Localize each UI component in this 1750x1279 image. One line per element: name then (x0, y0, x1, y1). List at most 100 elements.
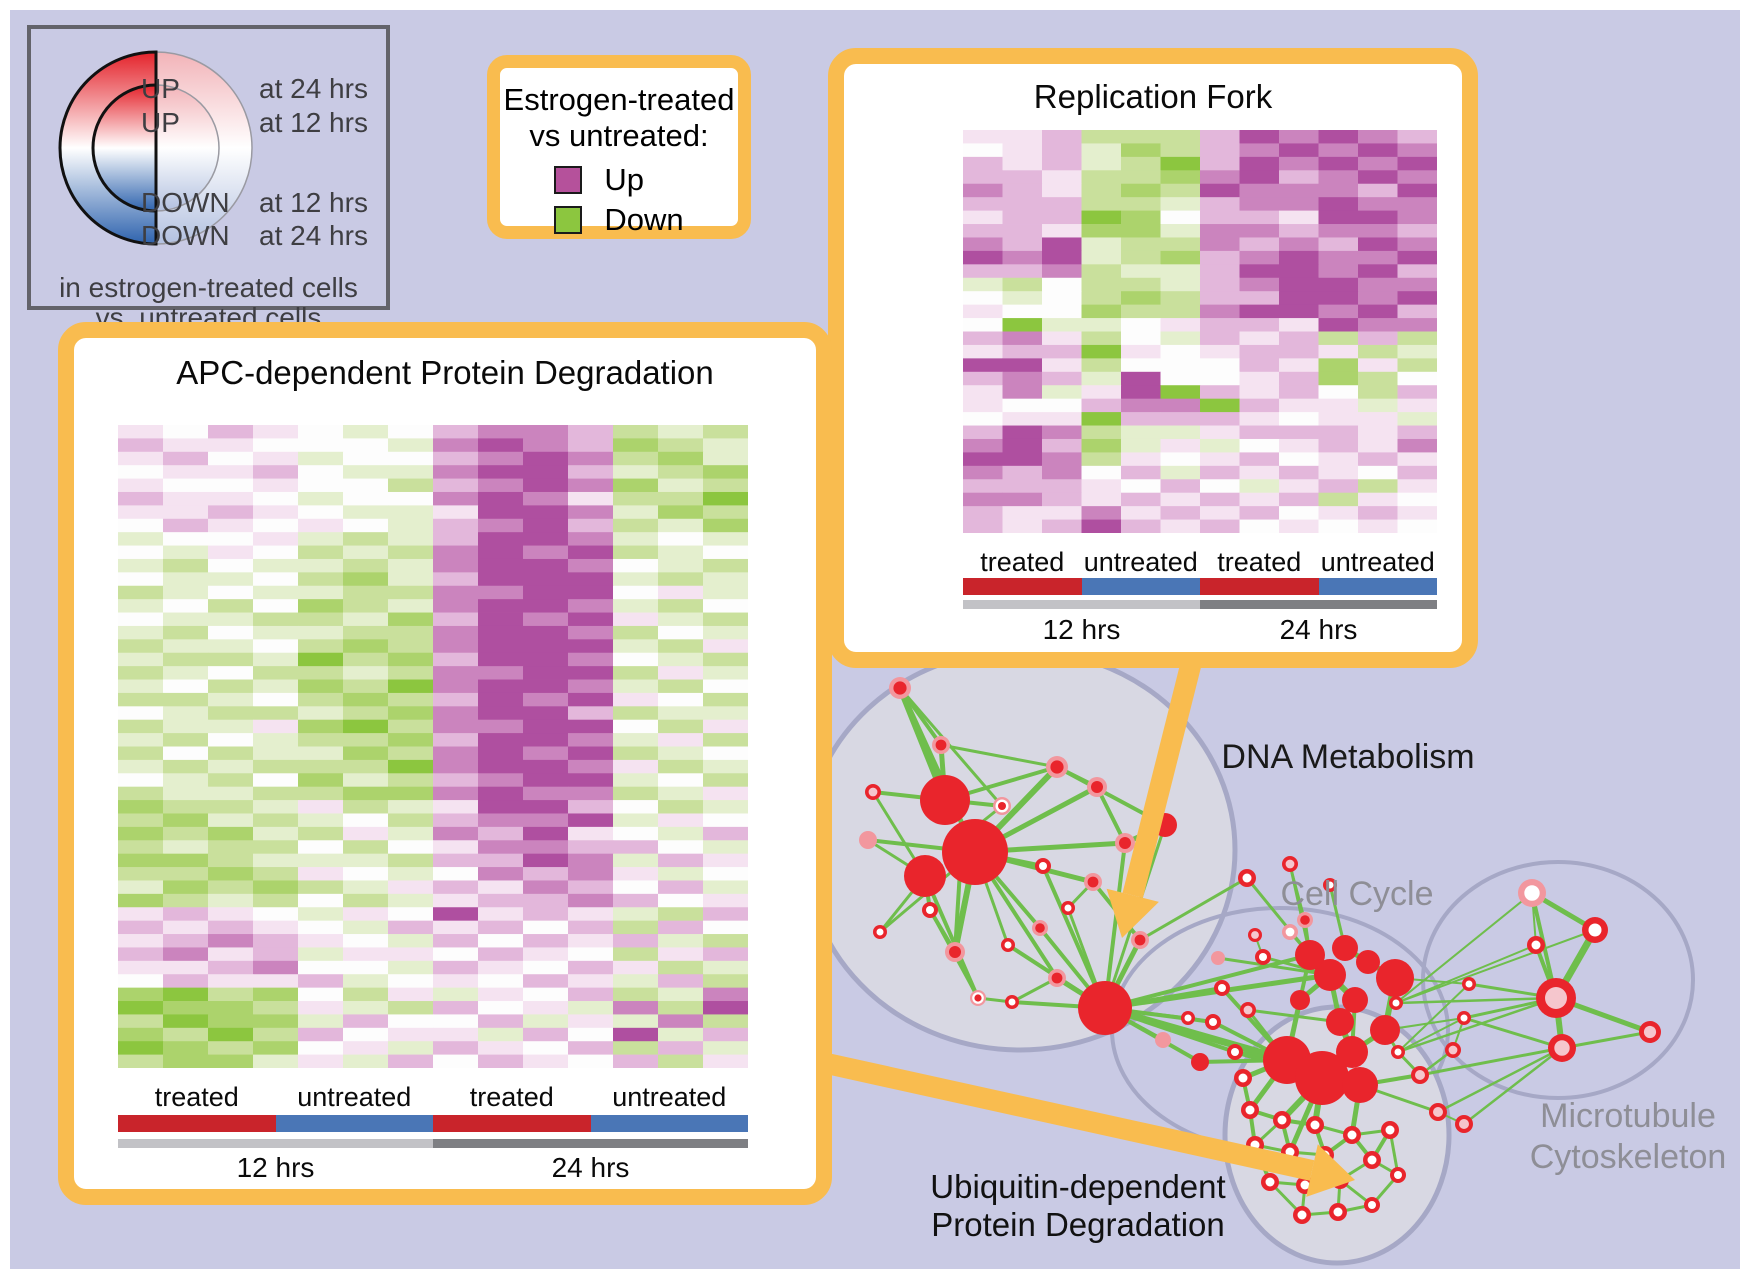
apc-group-untreated-2: untreated (612, 1082, 727, 1112)
network-node-c16 (1314, 959, 1346, 991)
network-node-c2 (1285, 859, 1295, 869)
network-node-d16 (876, 928, 884, 936)
network-node-c29 (1415, 1070, 1425, 1080)
network-edge (1395, 996, 1557, 1005)
network-node-d18 (1004, 941, 1012, 949)
network-node-d13 (1119, 837, 1131, 849)
network-node-d4 (935, 739, 947, 751)
network-node-u7 (1347, 1130, 1357, 1140)
legend-item-up: Up (554, 162, 644, 198)
network-node-d22 (974, 994, 982, 1002)
network-node-c30 (1433, 1107, 1443, 1117)
network-node-d1 (893, 681, 907, 695)
cluster-label: Cytoskeleton (1530, 1138, 1727, 1176)
network-node-u11 (1367, 1155, 1377, 1165)
network-node-c20 (1326, 1008, 1354, 1036)
arrowhead-icon-replication-fork-to-dna (1106, 888, 1159, 938)
network-edge (1289, 863, 1306, 921)
network-node-d25 (1134, 934, 1146, 946)
network-node-u17 (1238, 1073, 1248, 1083)
cluster-label: Ubiquitin-dependent (930, 1168, 1225, 1205)
network-node-u1 (1245, 1105, 1255, 1115)
network-node-c6 (1259, 953, 1267, 961)
network-node-d24 (1051, 972, 1063, 984)
replication-fork-title: Replication Fork (1033, 78, 1273, 115)
rf-group-untreated-2: untreated (1320, 547, 1435, 577)
network-node-m2 (1588, 923, 1602, 937)
apc-group-labels: treated untreated treated untreated (118, 1082, 748, 1113)
network-node-u16 (1394, 1171, 1402, 1179)
network-node-d11 (904, 855, 946, 897)
rf-12hrs-label: 12 hrs (1042, 614, 1121, 645)
network-node-d15 (926, 906, 934, 914)
legend-footer-line1: in estrogen-treated cells (59, 272, 358, 303)
arrowhead-icon-apc-to-ubiquitin (1306, 1144, 1355, 1197)
legend-time-12-up: at 12 hrs (259, 107, 368, 138)
estrogen-legend-title-line1: Estrogen-treated (503, 82, 735, 117)
network-edge (940, 743, 1058, 769)
replication-fork-panel: Replication Fork treated untreated treat… (828, 48, 1478, 668)
network-node-d5 (998, 802, 1006, 810)
legend-down-outer: DOWN (141, 220, 230, 251)
legend-down-inner: DOWN (141, 187, 230, 218)
network-edge (1397, 996, 1557, 1054)
network-edge (1139, 876, 1248, 942)
apc-title: APC-dependent Protein Degradation (176, 354, 714, 391)
network-node-c31 (1459, 1119, 1469, 1129)
network-node-m1 (1524, 885, 1540, 901)
network-node-u13 (1297, 1210, 1307, 1220)
network-node-c18 (1376, 959, 1414, 997)
network-edge (1104, 953, 1311, 1010)
ring-color-legend: UP at 24 hrs UP at 12 hrs DOWN at 12 hrs… (27, 25, 390, 333)
legend-item-down: Down (554, 202, 684, 238)
apc-group-untreated-1: untreated (297, 1082, 412, 1112)
up-swatch-icon (554, 166, 583, 194)
network-node-u15 (1368, 1201, 1376, 1209)
up-label: Up (604, 162, 644, 197)
network-node-u12 (1385, 1125, 1395, 1135)
network-node-c28 (1394, 1048, 1402, 1056)
network-node-d14 (1039, 862, 1047, 870)
network-edge (1463, 1047, 1563, 1125)
legend-time-24-dn: at 24 hrs (259, 220, 368, 251)
network-edge (1419, 1046, 1563, 1077)
network-edge (1217, 956, 1331, 977)
network-node-c25 (1295, 1051, 1349, 1105)
network-node-c5 (1285, 927, 1295, 937)
apc-time-labels: 12 hrs 24 hrs (118, 1152, 748, 1184)
network-edge (1437, 1046, 1563, 1114)
network-edge (1561, 1030, 1651, 1050)
network-node-c3 (1326, 881, 1334, 889)
replication-fork-heatmap (963, 130, 1437, 533)
down-label: Down (604, 202, 684, 237)
network-node-d21 (1087, 876, 1099, 888)
network-edge (1397, 1017, 1465, 1053)
network-edge (1395, 892, 1533, 1004)
arrow-shaft-replication-fork-to-dna (1122, 657, 1203, 898)
network-node-c32 (1300, 915, 1310, 925)
network-edge (898, 687, 1004, 807)
rf-treatment-bar (963, 578, 1437, 595)
network-node-m4 (1545, 987, 1567, 1009)
network-edge (1397, 983, 1470, 1053)
apc-time-bar (118, 1139, 748, 1148)
rf-group-labels: treated untreated treated untreated (963, 547, 1437, 578)
arrow-shaft-apc-to-ubiquitin (817, 1051, 1315, 1181)
network-node-c17 (1356, 950, 1380, 974)
legend-time-12-dn: at 12 hrs (259, 187, 368, 218)
network-node-c26 (1342, 1067, 1378, 1103)
network-node-c21 (1370, 1015, 1400, 1045)
rf-time-labels: 12 hrs 24 hrs (963, 614, 1437, 646)
network-node-m8 (1643, 1025, 1657, 1039)
network-node-m3 (1531, 940, 1541, 950)
network-edge (923, 875, 980, 999)
network-edge (1395, 929, 1596, 1004)
rf-group-treated-1: treated (980, 547, 1065, 577)
network-node-c27 (1392, 999, 1400, 1007)
network-node-d27 (1155, 1032, 1171, 1048)
network-node-c7 (1218, 984, 1226, 992)
rf-group-untreated-1: untreated (1083, 547, 1198, 577)
apc-heatmap (118, 425, 748, 1068)
cluster-label: DNA Metabolism (1221, 738, 1474, 776)
